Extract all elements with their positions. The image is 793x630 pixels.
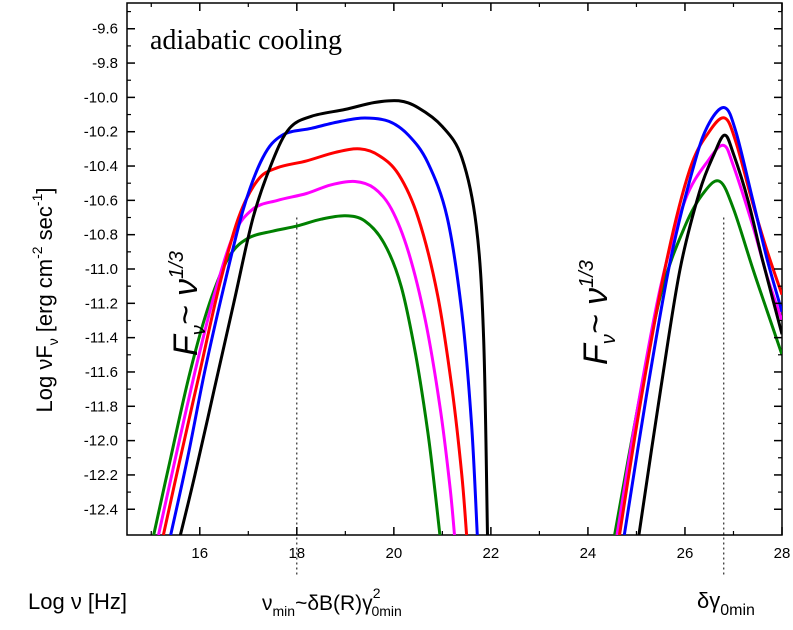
y-tick-label: -10.0 [84, 89, 118, 106]
y-tick-label: -9.6 [92, 21, 118, 38]
y-axis-title-units: [erg cm [32, 259, 57, 332]
series-line-high-energy [622, 106, 782, 535]
svg-text:Fν~ ν1/3: Fν~ ν1/3 [166, 251, 210, 356]
chart-title: adiabatic cooling [150, 25, 342, 56]
series-line-low-energy [152, 214, 442, 535]
y-axis-title-sec: sec [32, 206, 57, 246]
series-line-low-energy [157, 179, 456, 535]
numin-sub2: 0min [371, 603, 401, 619]
y-tick-label: -10.8 [84, 227, 118, 244]
dgamma-main: δγ [697, 588, 720, 613]
slope-annotation-high-F: F [577, 342, 615, 365]
y-tick-label: -12.0 [84, 433, 118, 450]
numin-sup: 2 [373, 585, 381, 601]
x-tick-label: 16 [191, 545, 208, 562]
slope-annotation-high-sup: 1/3 [576, 260, 598, 288]
numin-nu: ν [262, 592, 273, 615]
slope-annotation-low: Fν~ ν1/3 [166, 251, 210, 356]
y-tick-label: -11.8 [85, 398, 118, 415]
y-tick-label: -11.2 [85, 295, 118, 312]
x-tick-label: 26 [677, 545, 694, 562]
y-tick-label: -11.4 [85, 330, 118, 347]
series-line-high-energy [637, 133, 782, 535]
y-tick-label: -12.2 [84, 467, 118, 484]
dgamma-sub: 0min [720, 602, 755, 619]
y-axis-title-exp2: -1 [29, 193, 45, 206]
numin-rest: ~δB(R)γ [295, 592, 373, 615]
x-axis-title: Log ν [Hz] [28, 589, 127, 614]
slope-annotation-high-rest: ~ ν [577, 288, 615, 334]
numin-annotation: νmin~δB(R)γ2 0min [262, 585, 402, 619]
svg-text:Fν~ ν1/3: Fν~ ν1/3 [576, 260, 620, 365]
x-tick-label: 20 [386, 545, 403, 562]
series-line-low-energy [161, 147, 469, 535]
y-tick-label: -10.4 [84, 158, 118, 175]
slope-annotation-low-F: F [167, 333, 205, 356]
x-tick-label: 22 [483, 545, 500, 562]
y-tick-label: -11.0 [85, 261, 118, 278]
slope-annotation-high: Fν~ ν1/3 [576, 260, 620, 365]
y-tick-label: -10.2 [84, 124, 118, 141]
plot-frame [126, 2, 783, 536]
x-tick-label: 24 [580, 545, 597, 562]
y-axis-title-main: Log νF [32, 345, 57, 412]
series-group [152, 99, 782, 535]
slope-annotation-high-sub: ν [598, 334, 620, 344]
dgamma-annotation: δγ0min [697, 588, 755, 619]
x-tick-label: 28 [774, 545, 791, 562]
y-axis-title-sub: ν [45, 338, 61, 345]
y-tick-label: -11.6 [85, 364, 118, 381]
series-line-high-energy [618, 116, 782, 535]
numin-sub: min [273, 603, 296, 619]
series-line-high-energy [615, 143, 782, 535]
x-axis-ticks: 16 18 20 22 24 26 28 [150, 3, 791, 562]
series-line-low-energy [169, 116, 479, 535]
slope-annotation-low-sup: 1/3 [166, 251, 188, 279]
series-line-low-energy [178, 99, 489, 535]
x-tick-label: 18 [288, 545, 305, 562]
y-tick-label: -12.4 [84, 501, 118, 518]
slope-annotation-low-rest: ~ ν [167, 279, 205, 325]
y-tick-label: -10.6 [84, 192, 118, 209]
y-axis-title-exp1: -2 [29, 246, 45, 259]
y-axis-title-end: ] [32, 187, 57, 193]
y-axis-ticks: -12.4 -12.2 -12.0 -11.8 -11.6 -11.4 -11.2 -11.0… [84, 10, 782, 518]
y-axis-title: Log νFν [erg cm-2 sec-1] [29, 187, 61, 412]
slope-annotation-low-sub: ν [188, 325, 210, 335]
svg-text:Log νFν[erg cm-2 sec-1]: Log νFν [erg cm-2 sec-1] [29, 187, 61, 412]
y-tick-label: -9.8 [92, 55, 118, 72]
